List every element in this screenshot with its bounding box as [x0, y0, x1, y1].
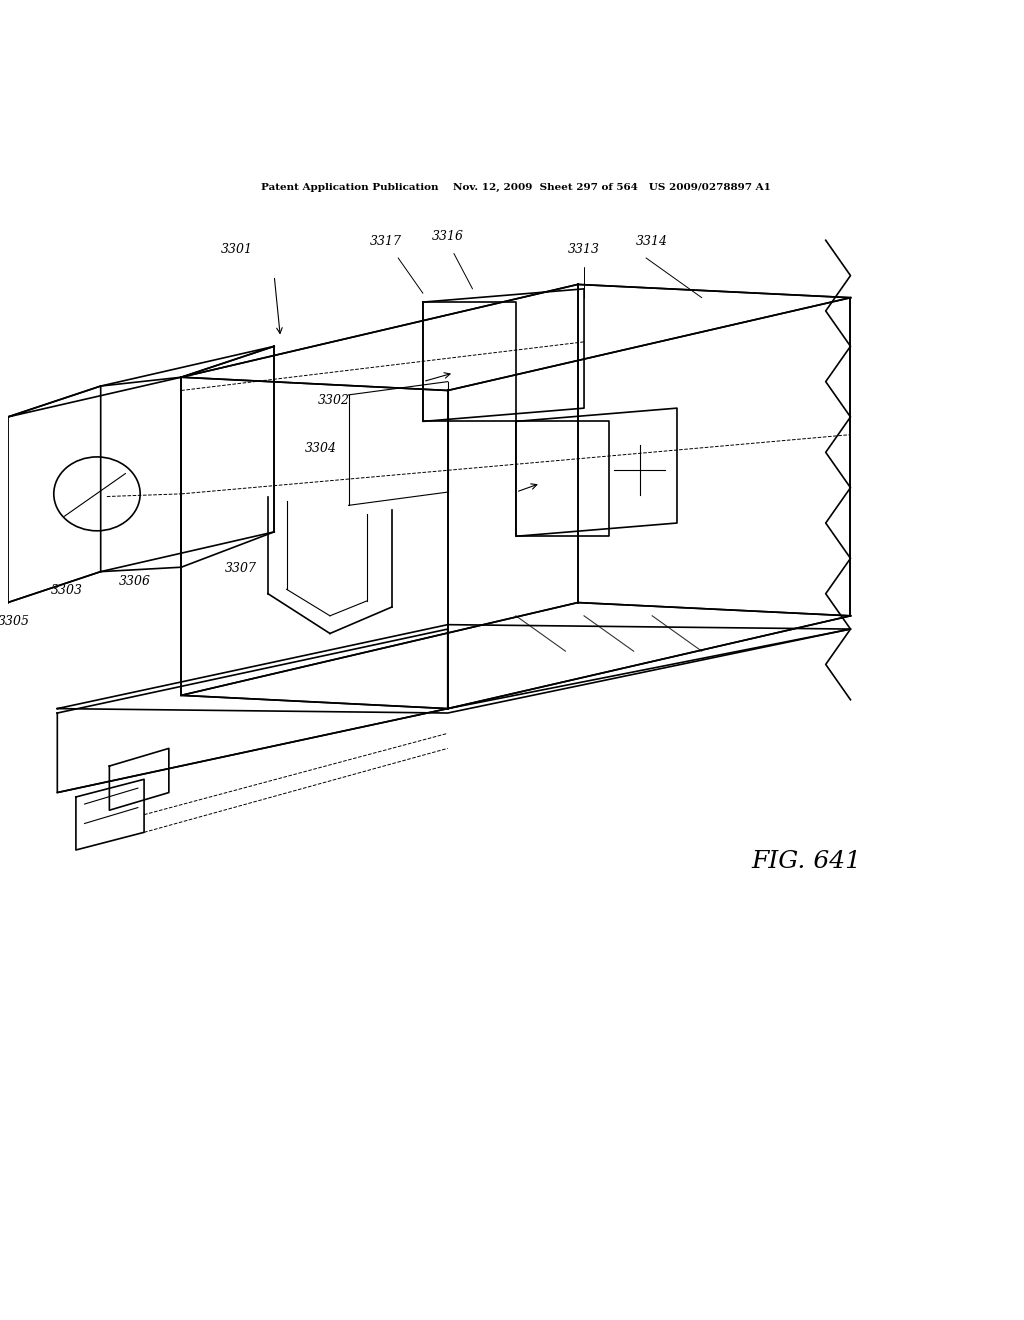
Text: 3313: 3313: [568, 243, 600, 256]
Text: 3304: 3304: [305, 442, 337, 455]
Text: 3316: 3316: [432, 230, 464, 243]
Text: 3303: 3303: [51, 583, 83, 597]
Text: Patent Application Publication    Nov. 12, 2009  Sheet 297 of 564   US 2009/0278: Patent Application Publication Nov. 12, …: [261, 183, 771, 191]
Text: 3305: 3305: [0, 615, 30, 627]
Text: 3307: 3307: [224, 561, 257, 574]
Text: 3301: 3301: [221, 243, 253, 256]
Text: 3302: 3302: [317, 393, 349, 407]
Text: FIG. 641: FIG. 641: [752, 850, 861, 873]
Text: 3306: 3306: [119, 576, 152, 587]
Text: 3317: 3317: [370, 235, 401, 248]
Text: 3314: 3314: [636, 235, 669, 248]
